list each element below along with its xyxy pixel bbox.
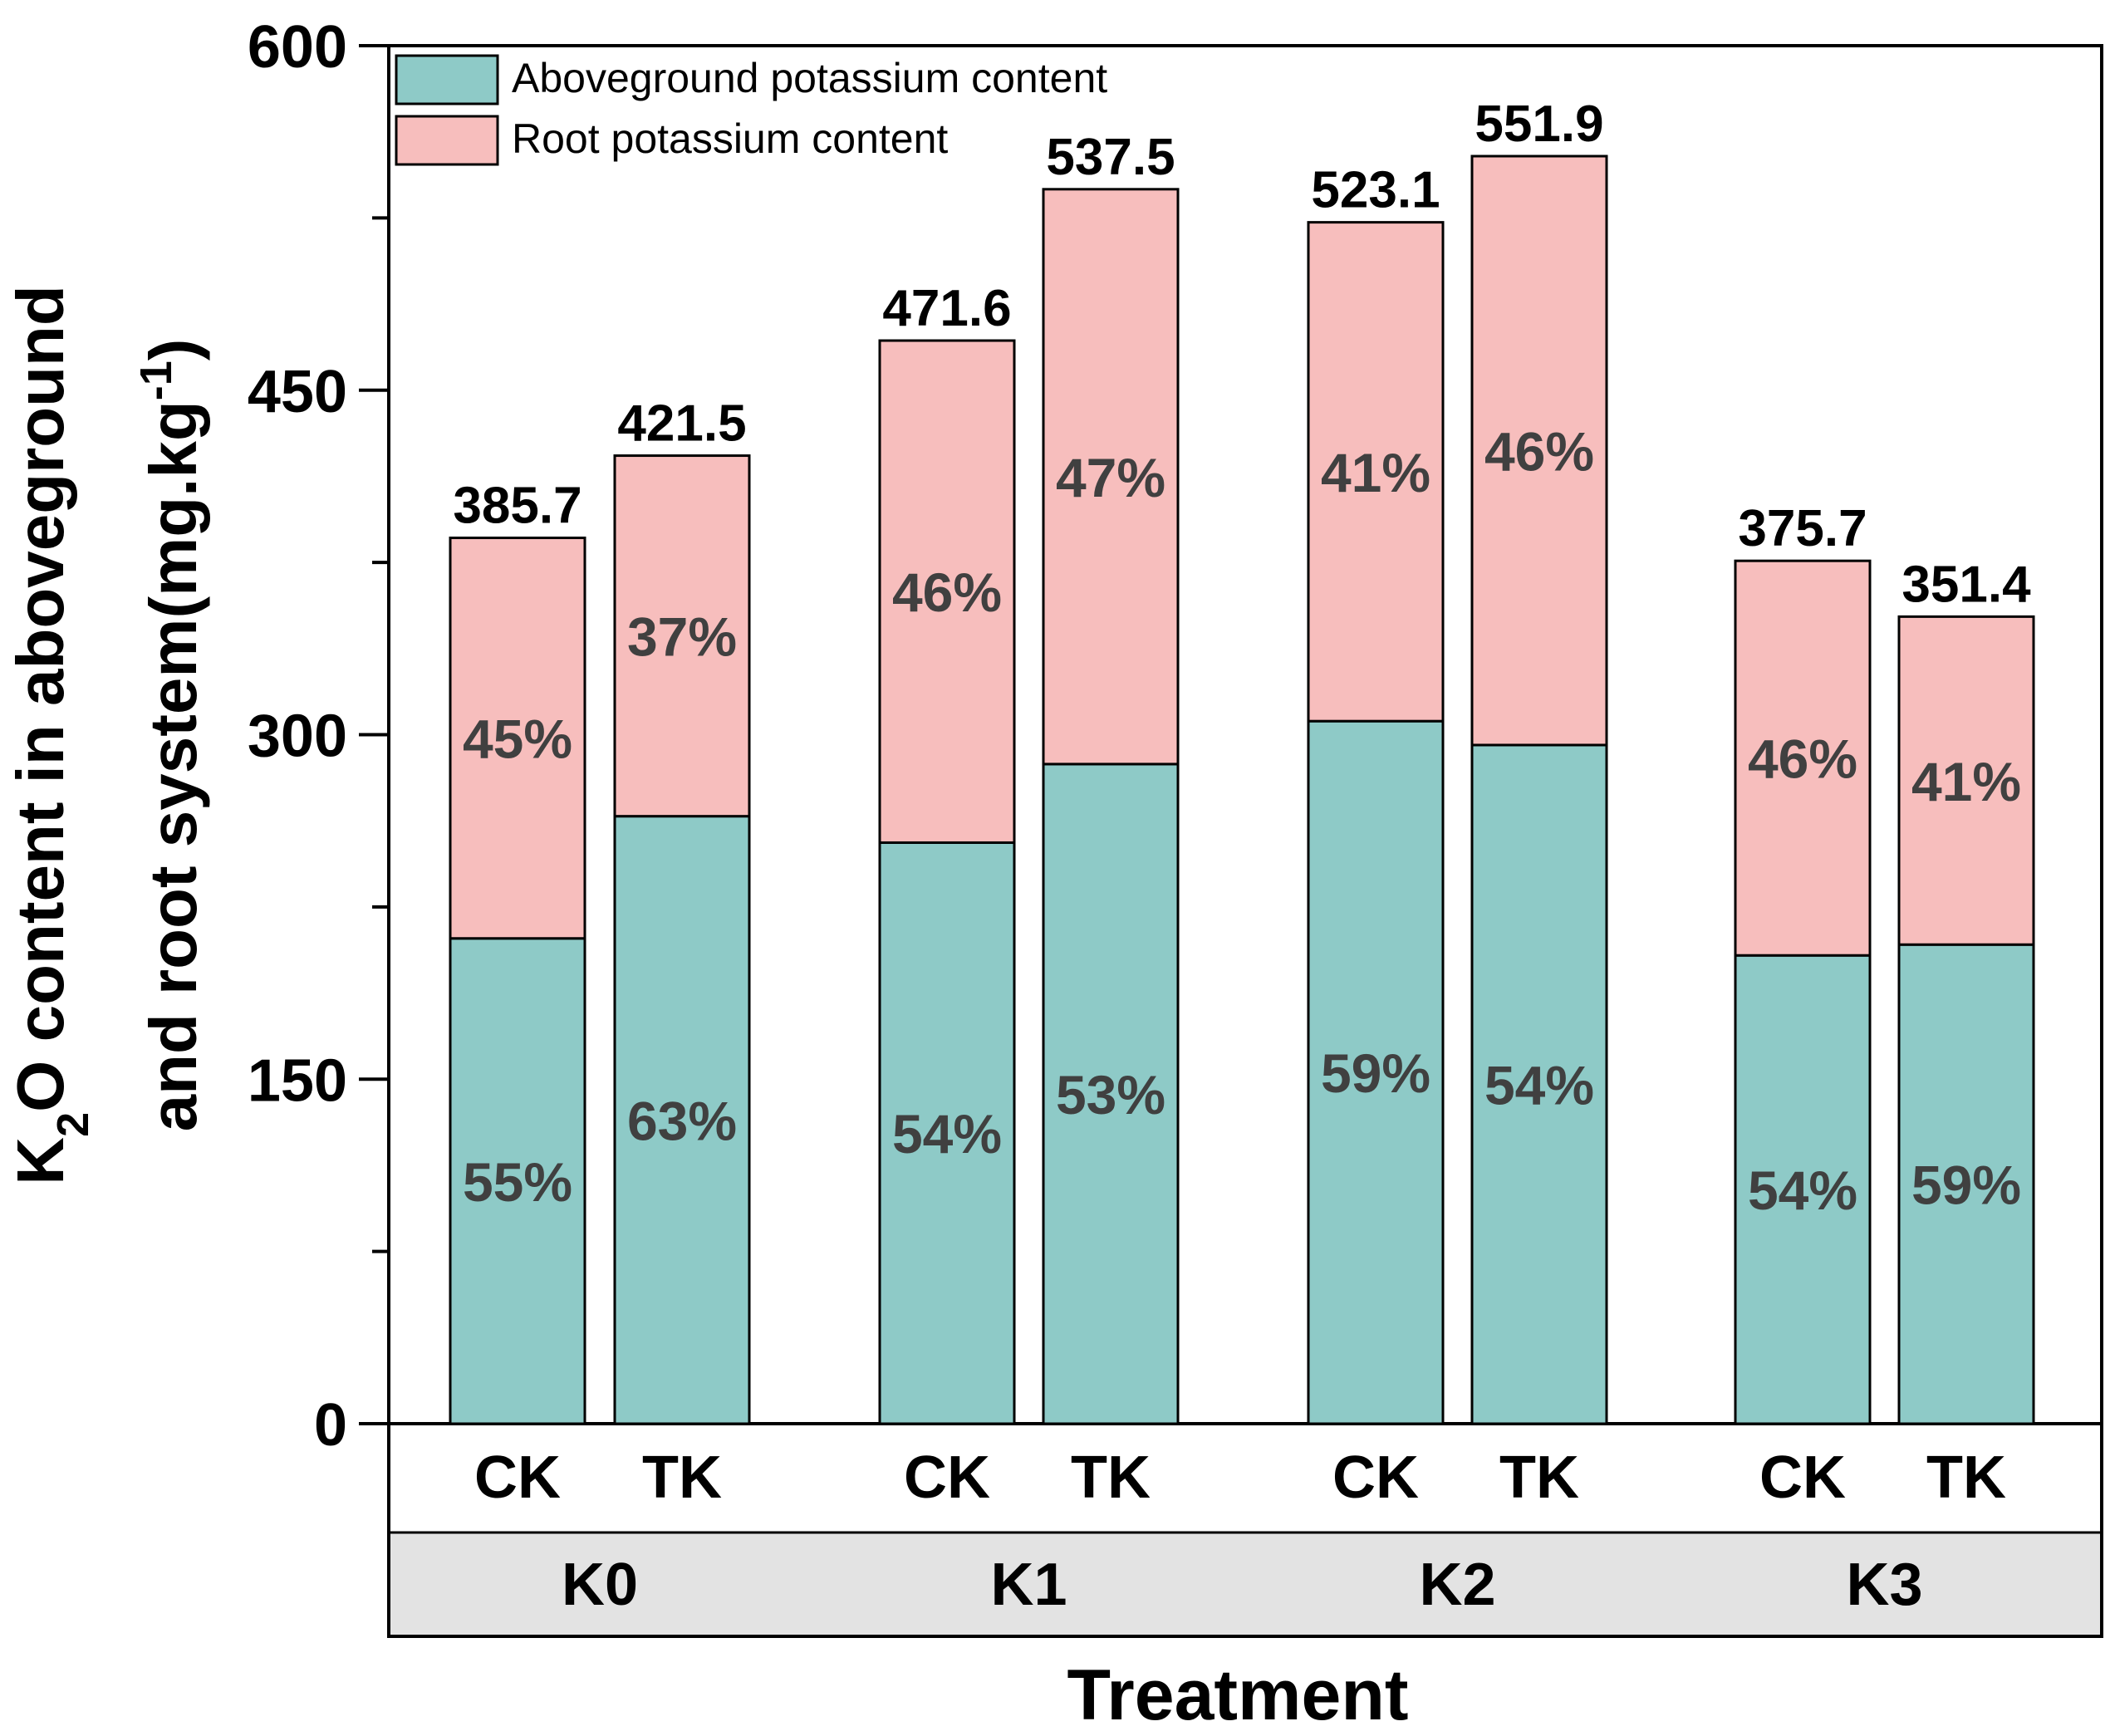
sub-category-label: TK [1926,1444,2006,1511]
bar-percent-root: 46% [1748,728,1857,790]
bar-aboveground [613,815,751,1425]
bar-root [1307,221,1445,723]
bar-percent-aboveground: 59% [1321,1042,1430,1104]
y-label-superscript: -1 [131,360,181,400]
group-label: K1 [990,1552,1067,1618]
bar-root [1470,154,1608,747]
legend-swatch [395,115,499,166]
sub-category-label: TK [642,1444,722,1511]
outer-frame [387,44,2103,1638]
y-axis-label-line1: K2O content in aboveground [3,285,98,1184]
y-tick-label: 450 [248,359,347,425]
bar-percent-aboveground: 55% [463,1151,572,1213]
sub-category-label: CK [474,1444,561,1511]
bar-aboveground [878,841,1016,1425]
bar-total-label: 385.7 [453,478,581,535]
bar-percent-aboveground: 53% [1056,1064,1165,1125]
bar-total-label: 421.5 [617,395,746,453]
bar-root [1734,559,1872,957]
bar-percent-aboveground: 54% [1484,1054,1594,1116]
bar-percent-aboveground: 54% [892,1103,1002,1165]
bar-total-label: 471.6 [882,280,1011,337]
y-axis: 0 150 300 450 600 [248,14,389,1459]
bar-percent-aboveground: 59% [1911,1155,2021,1216]
legend: Aboveground potassium content Root potass… [395,54,1107,166]
bar-total-label: 351.4 [1901,556,2031,613]
group-label: K2 [1419,1552,1495,1618]
y-axis-label: K2O content in aboveground and root syste… [3,285,210,1184]
bar-root [1897,615,2035,946]
sub-category-label: CK [1332,1444,1419,1511]
legend-swatch [395,54,499,105]
bar-percent-root: 47% [1056,447,1165,508]
bar-percent-root: 41% [1911,751,2021,812]
bar-total-label: 551.9 [1475,96,1603,153]
y-label-line2-text: and root system(mg.kg [136,400,210,1131]
y-axis-label-line2: and root system(mg.kg-1) [131,339,210,1132]
bar-percent-root: 46% [892,562,1002,623]
y-tick-label: 150 [248,1047,347,1114]
group-label-band [389,1532,2102,1636]
y-tick-label: 0 [314,1392,347,1459]
bar-aboveground [1042,763,1180,1425]
x-axis-label: Treatment [1067,1655,1408,1735]
sub-category-label: TK [1499,1444,1579,1511]
legend-entry-label: Root potassium content [512,115,948,162]
bar-total-label: 537.5 [1046,129,1175,186]
bar-percent-root: 41% [1321,442,1430,503]
y-tick-label: 600 [248,14,347,81]
bar-aboveground [1470,743,1608,1425]
bar-root [878,339,1016,844]
bar-root [1042,188,1180,766]
group-label: K0 [562,1552,638,1618]
bar-root [449,537,586,940]
bars: 55% 45% 385.7 63% 37% 421.5 54% 46% 471.6 53% 47% 5… [449,96,2035,1425]
bar-aboveground [1734,954,1872,1425]
bar-root [613,454,751,818]
bar-percent-root: 37% [627,606,737,668]
legend-entry-label: Aboveground potassium content [512,55,1107,101]
sub-category-label: CK [904,1444,990,1511]
bar-aboveground [1897,943,2035,1425]
y-label-k: K [3,1137,77,1185]
y-label-line2-end: ) [136,339,210,361]
sub-category-label: CK [1759,1444,1846,1511]
bar-total-label: 375.7 [1738,500,1867,557]
bar-percent-root: 45% [463,709,572,770]
y-label-subscript: 2 [48,1112,98,1137]
bar-percent-aboveground: 63% [627,1090,737,1151]
bar-total-label: 523.1 [1311,162,1440,219]
bar-percent-aboveground: 54% [1748,1160,1857,1221]
group-label: K3 [1846,1552,1922,1618]
bar-percent-root: 46% [1484,420,1594,482]
sub-category-label: TK [1071,1444,1151,1511]
y-tick-label: 300 [248,704,347,770]
y-label-line1-text: O content in aboveground [3,285,77,1112]
